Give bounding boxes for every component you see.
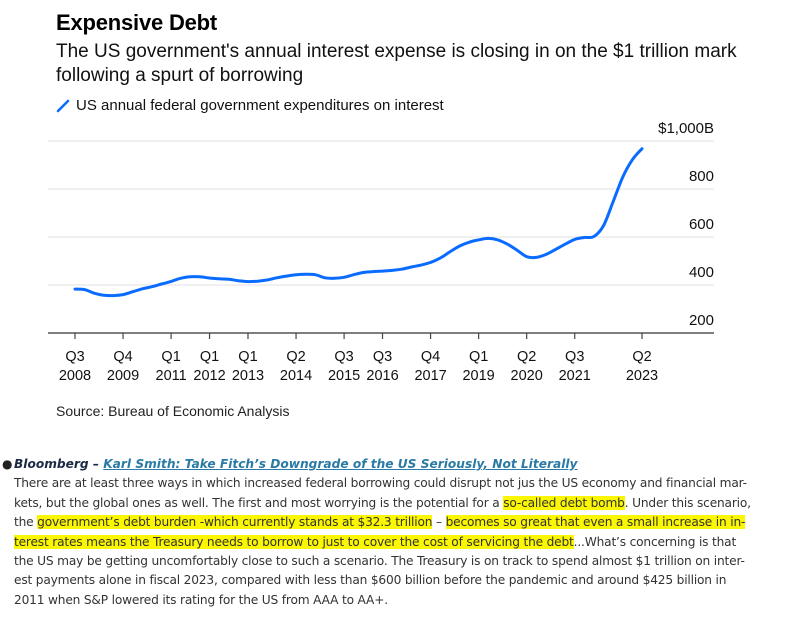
series-layer — [73, 147, 644, 298]
x-tick-label-quarter: Q2 — [632, 349, 651, 365]
x-tick-label-year: 2023 — [626, 368, 658, 384]
article-line: est payments alone in fiscal 2023, compa… — [14, 571, 806, 590]
x-tick-label-quarter: Q1 — [238, 349, 257, 365]
x-tick-label-quarter: Q3 — [334, 349, 353, 365]
y-tick-label: 200 — [689, 312, 714, 329]
article-line: 2011 when S&P lowered its rating for the… — [14, 591, 806, 610]
chart-figure: Expensive Debt The US government's annua… — [48, 10, 737, 419]
article-text: ...What’s concerning is that — [573, 534, 737, 549]
legend-label: US annual federal government expenditure… — [76, 97, 444, 114]
chart-subtitle: The US government's annual interest expe… — [56, 41, 737, 86]
article-line: kets, but the global ones as well. The f… — [14, 494, 806, 513]
x-tick-label-year: 2017 — [414, 368, 446, 384]
article-text: . Under this scenario, — [624, 495, 751, 510]
heading-separator: – — [88, 457, 104, 471]
x-tick-label-quarter: Q3 — [565, 349, 584, 365]
article-text: the — [14, 515, 38, 530]
x-tick-label-quarter: Q3 — [373, 349, 392, 365]
x-tick-label-year: 2008 — [59, 368, 91, 384]
chart-legend: US annual federal government expenditure… — [56, 97, 444, 114]
article-text: – — [432, 515, 446, 530]
highlighted-text: so-called debt bomb — [503, 495, 625, 510]
article-excerpt: ● Bloomberg – Karl Smith: Take Fitch’s D… — [0, 455, 806, 610]
article-line: There are at least three ways in which i… — [14, 474, 806, 493]
publication-name: Bloomberg — [14, 457, 89, 471]
article-line: the US may be getting uncomfortably clos… — [14, 552, 806, 571]
x-tick-label-quarter: Q2 — [517, 349, 536, 365]
y-tick-label: 400 — [689, 264, 714, 281]
x-tick-label-quarter: Q1 — [469, 349, 488, 365]
article-body: There are at least three ways in which i… — [0, 474, 806, 610]
x-tick-label-quarter: Q1 — [161, 349, 180, 365]
article-text: the US may be getting uncomfortably clos… — [14, 554, 745, 569]
series-line — [73, 147, 644, 298]
article-text: There are at least three ways in which i… — [14, 476, 747, 491]
article-text: kets, but the global ones as well. The f… — [14, 495, 504, 510]
x-tick-label-quarter: Q2 — [286, 349, 305, 365]
y-axis-labels: $1,000B 800 600 400 200 — [658, 120, 714, 329]
article-line: terest rates means the Treasury needs to… — [14, 533, 806, 552]
highlighted-text: becomes so great that even a small incre… — [445, 515, 746, 530]
legend-line-icon — [56, 99, 70, 112]
article-text: 2011 when S&P lowered its rating for the… — [14, 592, 388, 607]
x-tick-label-quarter: Q1 — [200, 349, 219, 365]
y-tick-label: $1,000B — [658, 120, 714, 137]
x-tick-label-quarter: Q4 — [113, 349, 132, 365]
x-tick-label-year: 2021 — [559, 368, 591, 384]
chart-title: Expensive Debt — [56, 10, 218, 35]
article-heading: ● Bloomberg – Karl Smith: Take Fitch’s D… — [0, 455, 806, 474]
article-headline-link[interactable]: Karl Smith: Take Fitch’s Downgrade of th… — [103, 457, 578, 471]
article-text: est payments alone in fiscal 2023, compa… — [14, 573, 727, 588]
x-tick-label-quarter: Q3 — [65, 349, 84, 365]
x-tick-label-year: 2013 — [232, 368, 264, 384]
x-tick-label-year: 2014 — [280, 368, 312, 384]
x-tick-label-year: 2015 — [328, 368, 360, 384]
x-axis: Q3 2008 Q4 2009 Q1 2011 Q1 2012 Q1 2013 Q2 2014 Q3 20… — [48, 332, 714, 384]
line-chart-plot: $1,000B 800 600 400 200 Q3 2008 Q4 2009 Q1 2011 Q1… — [48, 120, 714, 384]
x-tick-label-year: 2020 — [511, 368, 543, 384]
article-line: the government’s debt burden -which curr… — [14, 513, 806, 532]
x-tick-label-year: 2011 — [156, 368, 187, 384]
x-tick-label-year: 2009 — [107, 368, 139, 384]
chart-source: Source: Bureau of Economic Analysis — [56, 403, 290, 419]
x-tick-label-year: 2012 — [193, 368, 225, 384]
x-tick-label-year: 2019 — [462, 368, 494, 384]
highlighted-text: government’s debt burden -which currentl… — [37, 515, 433, 530]
y-tick-label: 800 — [689, 168, 714, 185]
gridlines — [48, 140, 714, 286]
x-tick-label-quarter: Q4 — [421, 349, 440, 365]
bullet-icon: ● — [2, 457, 13, 471]
y-tick-label: 600 — [689, 216, 714, 233]
x-tick-label-year: 2016 — [366, 368, 398, 384]
highlighted-text: terest rates means the Treasury needs to… — [14, 534, 574, 549]
